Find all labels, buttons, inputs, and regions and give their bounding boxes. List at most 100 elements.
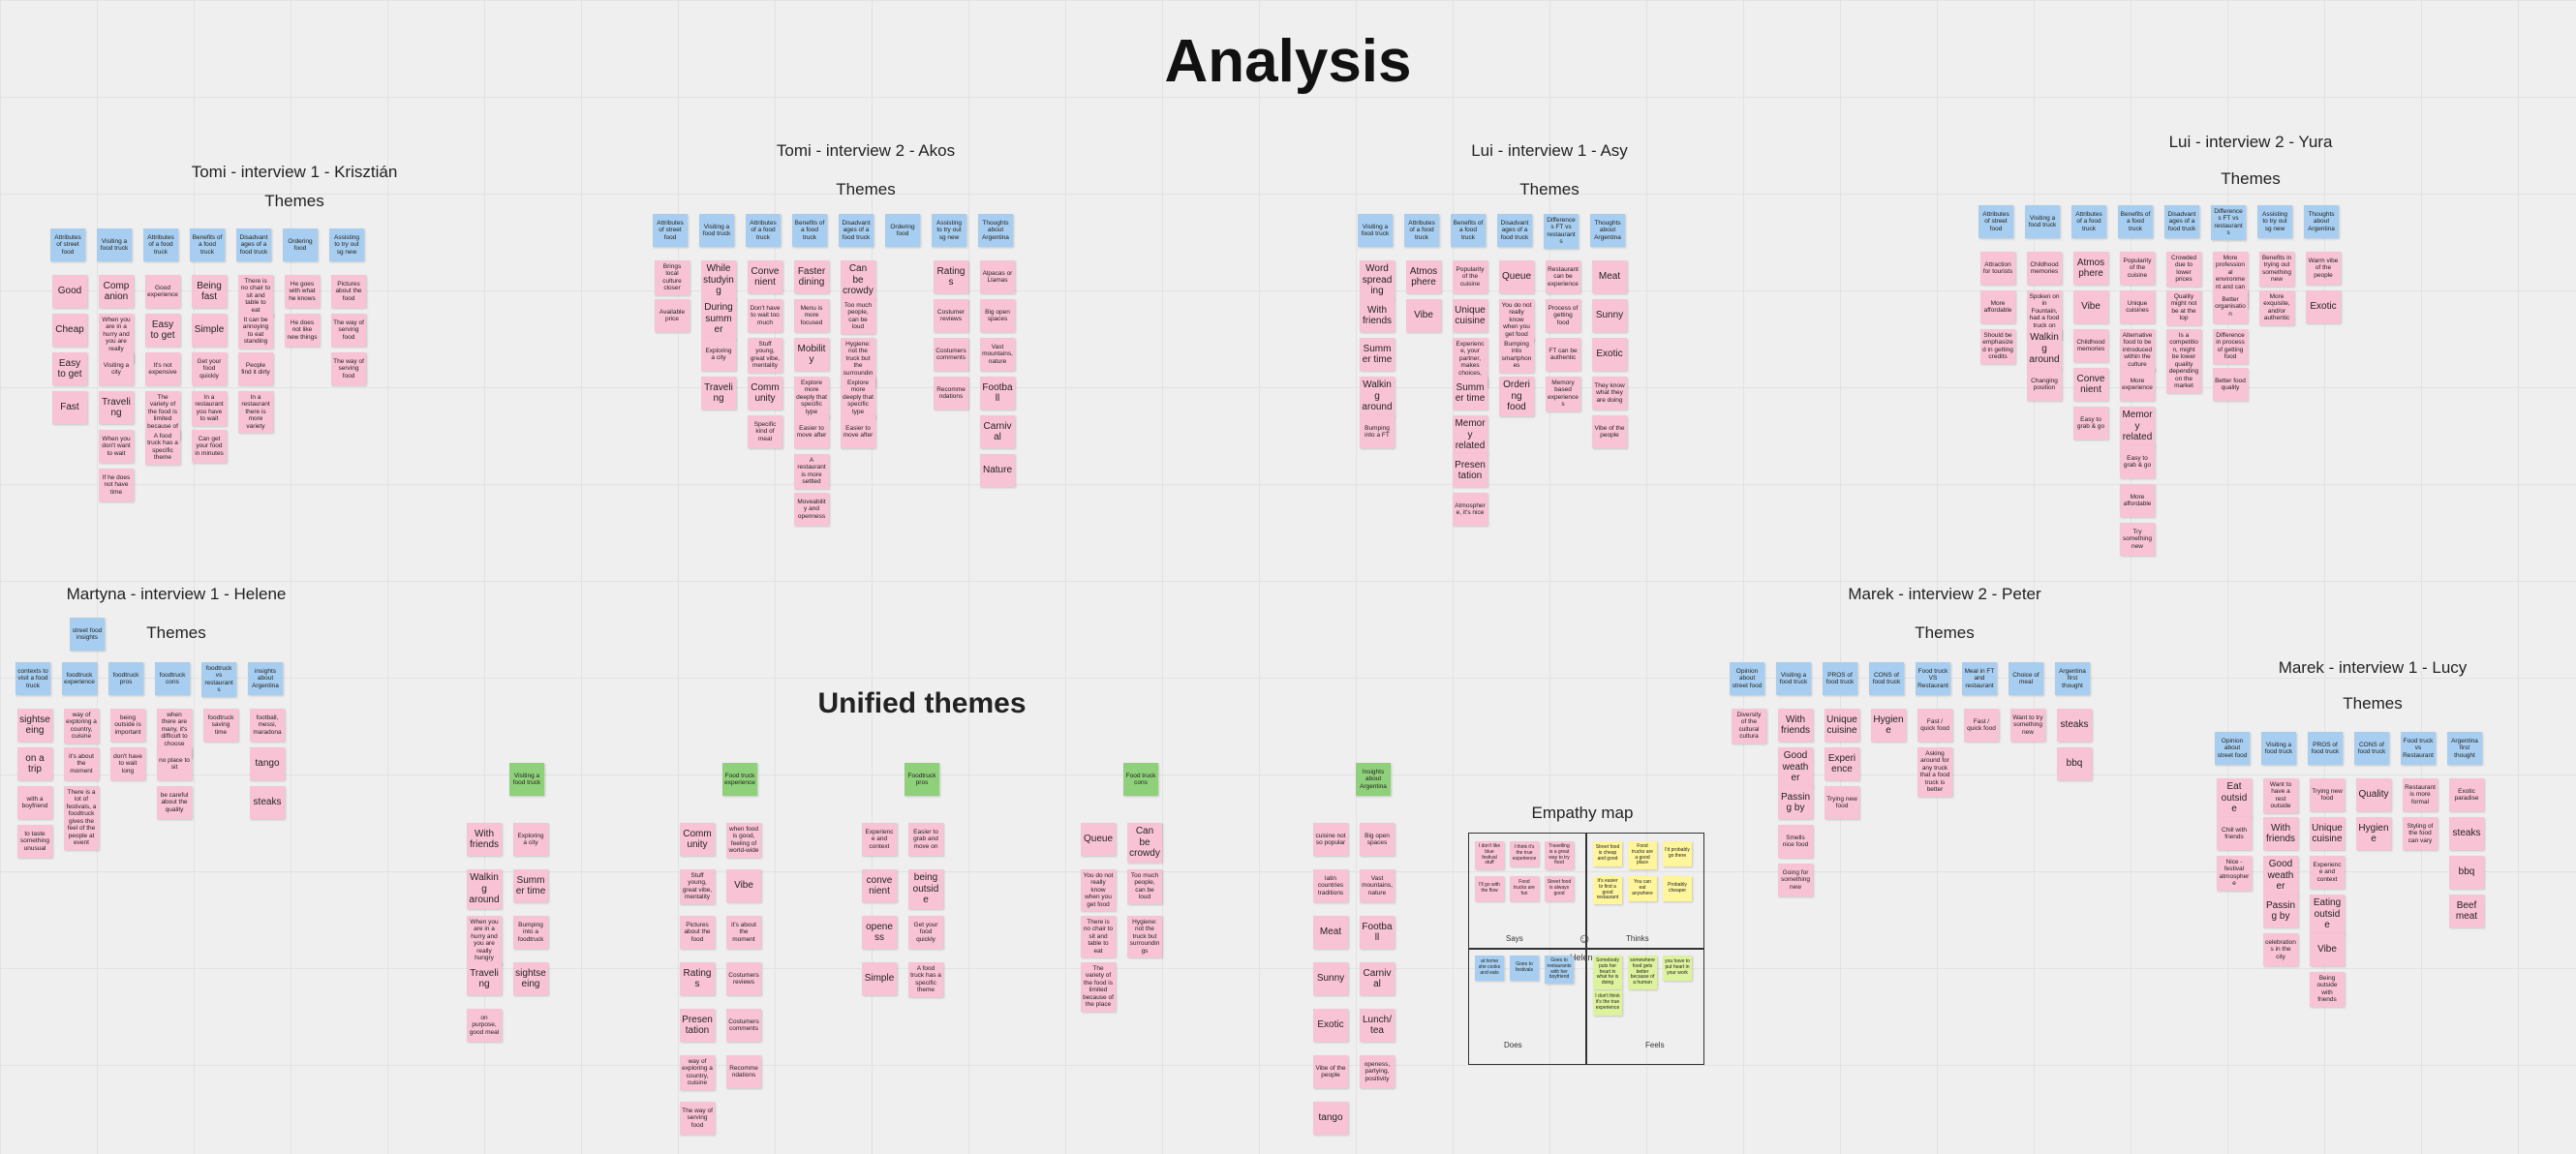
sticky-note[interactable]: In a restaurant there is more variety (238, 391, 273, 434)
sticky-note[interactable]: Better organisation (2213, 290, 2248, 323)
sticky-note[interactable]: Being outside with friends (2310, 972, 2345, 1007)
sticky-note[interactable]: don't have to wait long (110, 747, 145, 780)
empathy-note-feels[interactable]: Somebody puts her heart in what he is do… (1593, 956, 1622, 989)
unified-theme-header[interactable]: Food truck cons (1123, 763, 1158, 796)
sticky-note[interactable]: A food truck has a specific theme (908, 962, 943, 997)
unified-theme-header[interactable]: Food truck experience (722, 763, 757, 796)
sticky-note[interactable]: More affordable (2120, 484, 2155, 517)
theme-header-note[interactable]: Visiting a food truck (699, 214, 734, 247)
sticky-note[interactable]: Stuff young, great vibe, mentality (748, 338, 782, 373)
sticky-note[interactable]: openess (862, 916, 897, 949)
sticky-note[interactable]: Get your food quickly (192, 352, 227, 385)
sticky-note[interactable]: Big open spaces (1360, 823, 1395, 856)
sticky-note[interactable]: Can be crowdy (1127, 823, 1162, 863)
sticky-note[interactable]: Easy to get (52, 352, 87, 385)
empathy-note-says[interactable]: Street food is always good (1545, 876, 1574, 901)
sticky-note[interactable]: Sunny (1592, 299, 1627, 332)
theme-header-note[interactable]: street food insights (70, 618, 105, 651)
empathy-note-says[interactable]: Travelling is a great way to try food (1545, 841, 1574, 869)
sticky-note[interactable]: Get your food quickly (908, 916, 943, 949)
sticky-note[interactable]: Carnival (980, 415, 1015, 448)
sticky-note[interactable]: Fast / quick food (1964, 709, 1999, 742)
theme-header-note[interactable]: Visiting a food truck (97, 228, 132, 261)
sticky-note[interactable]: Menu is more focused (794, 299, 829, 332)
sticky-note[interactable]: Recommendations (934, 377, 968, 410)
sticky-note[interactable]: sightseeing (17, 709, 52, 742)
theme-header-note[interactable]: Attributes of a food truck (143, 228, 178, 261)
theme-header-note[interactable]: foodtruck cons (155, 662, 190, 695)
sticky-note[interactable]: Walking around (467, 869, 502, 909)
empathy-note-does[interactable]: Goes to restaurants with her boyfriend (1545, 956, 1574, 984)
sticky-note[interactable]: Experience and context (2310, 856, 2345, 889)
sticky-note[interactable]: There is no chair to sit and table to ea… (238, 275, 273, 318)
sticky-note[interactable]: Easier to move after (841, 415, 875, 448)
sticky-note[interactable]: Meat (1592, 260, 1627, 293)
sticky-note[interactable]: Is a competition, might be lower quality… (2166, 329, 2201, 393)
sticky-note[interactable]: Vibe (2073, 290, 2108, 323)
sticky-note[interactable]: When you don't want to wait (99, 430, 134, 463)
sticky-note[interactable]: Community (748, 377, 782, 410)
empathy-note-thinks[interactable]: It's easier to find a good restaurant (1593, 876, 1622, 904)
sticky-note[interactable]: Simple (192, 314, 227, 347)
sticky-note[interactable]: Big open spaces (980, 299, 1015, 332)
sticky-note[interactable]: Community (680, 823, 715, 856)
sticky-note[interactable]: Bumping into a FT (1360, 415, 1395, 448)
sticky-note[interactable]: Nice - festival atmosphere (2217, 856, 2252, 891)
unified-theme-header[interactable]: Insights about Argentina (1356, 763, 1391, 796)
sticky-note[interactable]: Quality (2356, 778, 2391, 811)
sticky-note[interactable]: There is no chair to sit and table to ea… (1081, 916, 1116, 958)
sticky-note[interactable]: Simple (862, 962, 897, 995)
sticky-note[interactable]: The way of serving food (331, 314, 366, 347)
theme-header-note[interactable]: PROS of food truck (1823, 662, 1857, 695)
sticky-note[interactable]: steaks (2057, 709, 2092, 742)
sticky-note[interactable]: Recommendations (726, 1055, 761, 1088)
sticky-note[interactable]: Unique cuisines (2120, 290, 2155, 323)
sticky-note[interactable]: Atmosphere, it's nice (1453, 493, 1487, 526)
sticky-note[interactable]: FT can be authentic (1546, 338, 1580, 371)
empathy-note-says[interactable]: Food trucks are fun (1510, 876, 1539, 901)
empathy-note-thinks[interactable]: You can eat anywhere (1628, 876, 1657, 901)
sticky-note[interactable]: Restaurant is more formal (2403, 778, 2438, 811)
sticky-note[interactable]: Convenient (748, 260, 782, 293)
sticky-note[interactable]: More experience (2120, 368, 2155, 401)
sticky-note[interactable]: Good weather (2263, 856, 2298, 896)
sticky-note[interactable]: Unique cuisine (2310, 817, 2345, 850)
sticky-note[interactable]: Queue (1081, 823, 1116, 856)
empathy-note-thinks[interactable]: Probably cheaper (1663, 876, 1692, 901)
sticky-note[interactable]: Passing by (2263, 895, 2298, 927)
theme-header-note[interactable]: Visiting a food truck (1776, 662, 1811, 695)
sticky-note[interactable]: They know what they are doing (1592, 377, 1627, 410)
sticky-note[interactable]: While studying (701, 260, 736, 300)
sticky-note[interactable]: Alternative food to be introduced within… (2120, 329, 2155, 372)
sticky-note[interactable]: Vibe (726, 869, 761, 902)
sticky-note[interactable]: Too much people, can be loud (1127, 869, 1162, 904)
sticky-note[interactable]: Childhood memories (2073, 329, 2108, 362)
theme-header-note[interactable]: Benefits of a food truck (1451, 214, 1486, 247)
sticky-note[interactable]: With friends (1778, 709, 1813, 742)
sticky-note[interactable]: Word spreading (1360, 260, 1395, 300)
sticky-note[interactable]: It can be annoying to eat standing (238, 314, 273, 349)
sticky-note[interactable]: being outside is important (110, 709, 145, 742)
sticky-note[interactable]: Bumping into smartphones (1499, 338, 1534, 373)
sticky-note[interactable]: Restaurant can be experience (1546, 260, 1580, 293)
theme-header-note[interactable]: Food truck VS Restaurant (1916, 662, 1950, 695)
sticky-note[interactable]: Childhood memories (2027, 252, 2062, 285)
theme-header-note[interactable]: foodtruck experience (62, 662, 97, 695)
sticky-note[interactable]: Easier to grab and move on (908, 823, 943, 856)
sticky-note[interactable]: In a restaurant you have to wait (192, 391, 227, 426)
sticky-note[interactable]: Eat outside (2217, 778, 2252, 818)
empathy-note-does[interactable]: at home she cooks and eats (1475, 956, 1504, 981)
sticky-note[interactable]: Trying new food (2310, 778, 2345, 811)
sticky-note[interactable]: Convenient (2073, 368, 2108, 401)
theme-header-note[interactable]: Opinion about street food (1730, 662, 1764, 695)
sticky-note[interactable]: Quality might not be at the top (2166, 290, 2201, 325)
sticky-note[interactable]: Fast (52, 391, 87, 424)
sticky-note[interactable]: bbq (2449, 856, 2484, 889)
sticky-note[interactable]: The way of serving food (680, 1102, 715, 1135)
sticky-note[interactable]: Companion (99, 275, 134, 308)
sticky-note[interactable]: Passing by (1778, 786, 1813, 819)
sticky-note[interactable]: Football (980, 377, 1015, 410)
theme-header-note[interactable]: Assisting to try out sg new (329, 228, 364, 261)
sticky-note[interactable]: Explore more deeply that specific type (794, 377, 829, 419)
theme-header-note[interactable]: Benefits of a food truck (792, 214, 827, 247)
